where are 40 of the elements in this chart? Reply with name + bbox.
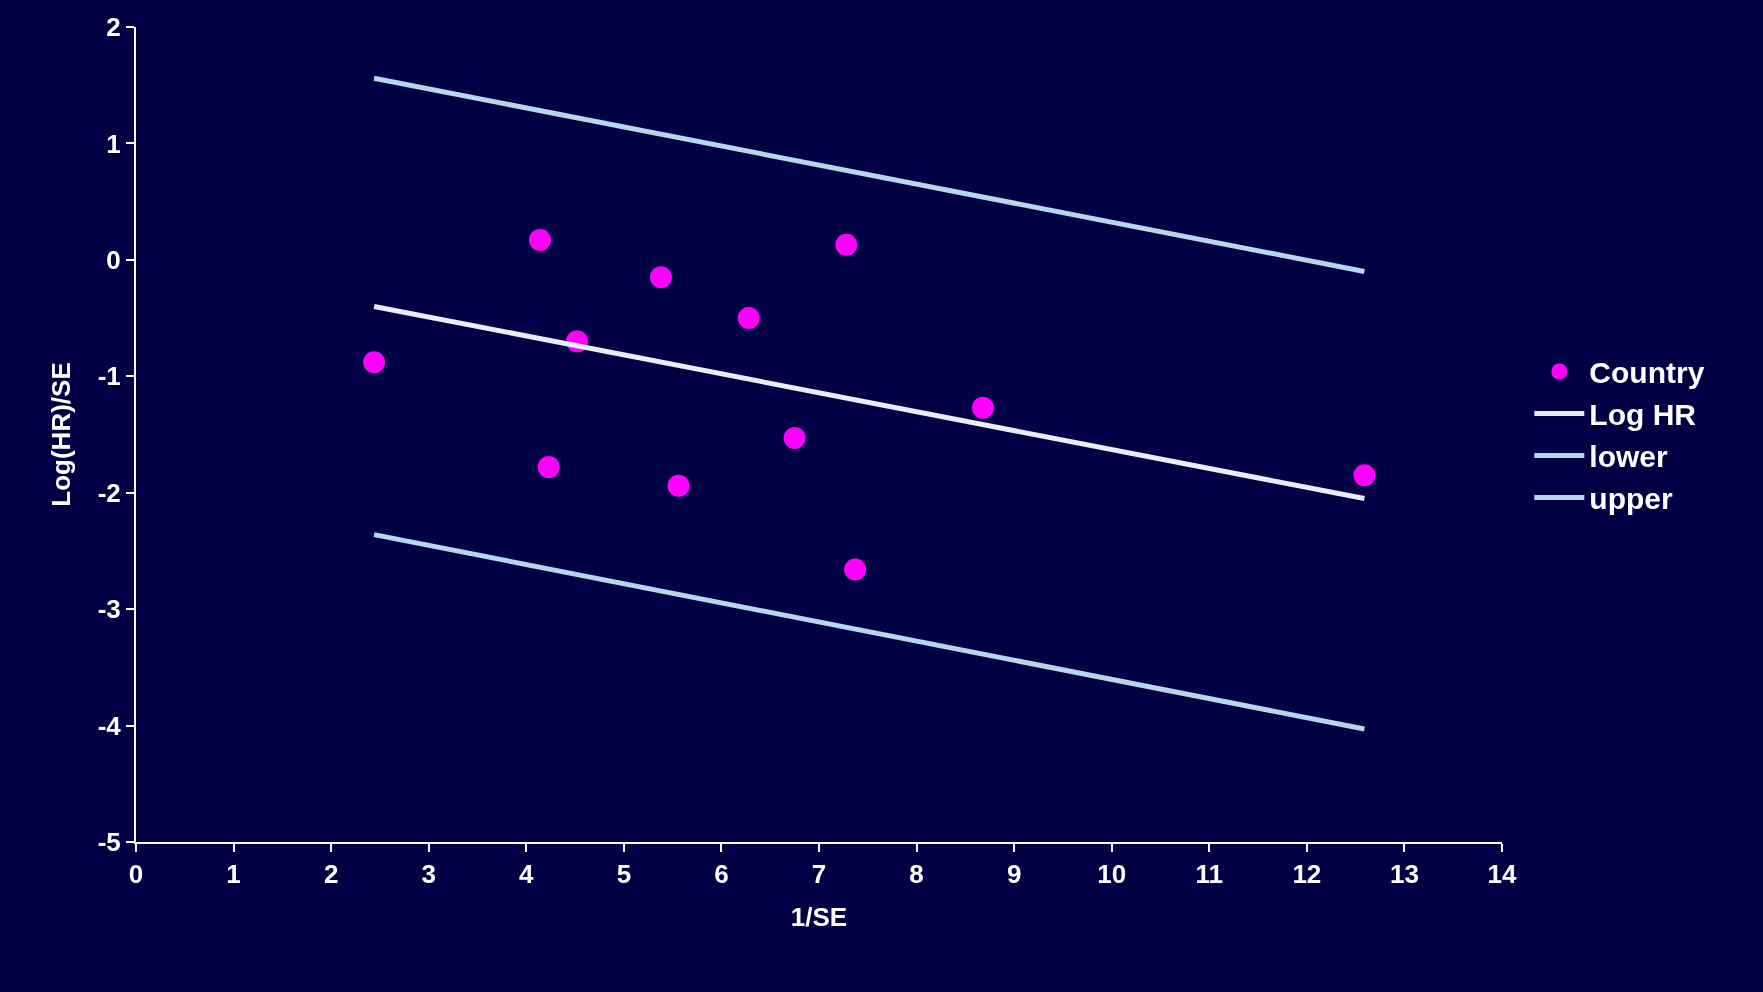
- legend-label: upper: [1589, 482, 1673, 516]
- x-tick-label: 0: [128, 859, 144, 890]
- point: [537, 456, 560, 479]
- x-tick-label: 8: [909, 859, 924, 890]
- point: [667, 474, 690, 497]
- legend-label: lower: [1589, 440, 1668, 474]
- x-tick-label: 12: [1292, 859, 1322, 890]
- x-tick-label: 10: [1097, 859, 1127, 890]
- x-tick-label: 4: [519, 859, 535, 890]
- legend-label: Country: [1589, 356, 1705, 390]
- point: [1353, 464, 1376, 487]
- point: [783, 426, 806, 449]
- point: [971, 396, 994, 419]
- point: [835, 233, 858, 256]
- y-tick-label: -5: [97, 827, 121, 858]
- x-tick-label: 14: [1487, 859, 1517, 890]
- x-tick-label: 11: [1195, 859, 1224, 890]
- y-tick-label: -1: [97, 361, 121, 392]
- point: [737, 307, 760, 330]
- x-axis-title: 1/SE: [790, 902, 848, 933]
- legend-label: Log HR: [1589, 398, 1697, 432]
- x-tick-label: 2: [323, 859, 339, 890]
- y-tick-label: -2: [97, 477, 121, 508]
- x-tick-label: 9: [1006, 859, 1022, 890]
- y-tick-label: 2: [106, 12, 121, 43]
- x-tick-label: 6: [714, 859, 729, 890]
- x-tick-label: 13: [1389, 859, 1419, 890]
- y-tick-label: -4: [97, 710, 122, 741]
- x-tick-label: 1: [226, 859, 241, 890]
- y-tick-label: -3: [97, 594, 121, 625]
- x-tick-label: 5: [616, 859, 632, 890]
- x-tick-label: 3: [421, 859, 436, 890]
- point: [649, 266, 672, 289]
- point: [844, 558, 867, 581]
- y-axis-title: Log(HR)/SE: [45, 362, 76, 507]
- point: [363, 351, 386, 374]
- x-tick-label: 7: [811, 859, 827, 890]
- y-tick-label: 1: [106, 128, 121, 159]
- point: [528, 229, 551, 252]
- y-tick-label: 0: [106, 244, 121, 275]
